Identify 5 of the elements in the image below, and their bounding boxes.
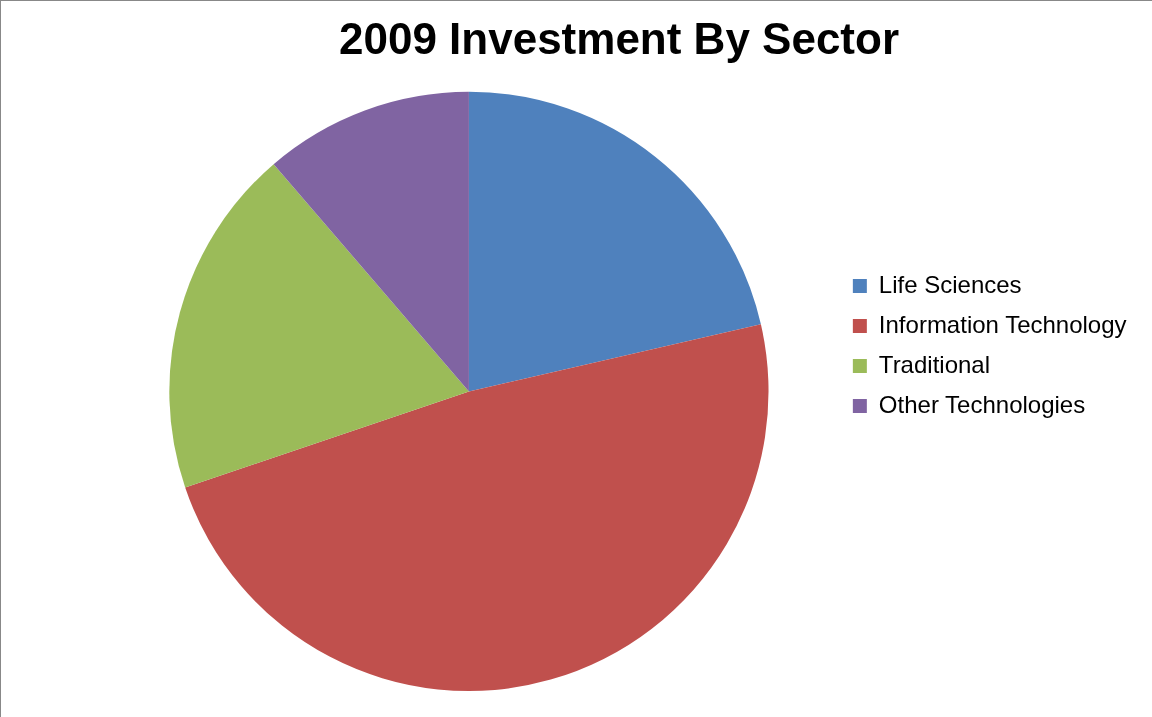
chart-title: 2009 Investment By Sector	[338, 13, 900, 63]
legend-label: Information Technology	[878, 310, 1127, 338]
legend-label: Life Sciences	[878, 270, 1022, 298]
legend-label: Other Technologies	[878, 390, 1086, 418]
legend-label: Traditional	[878, 350, 991, 378]
